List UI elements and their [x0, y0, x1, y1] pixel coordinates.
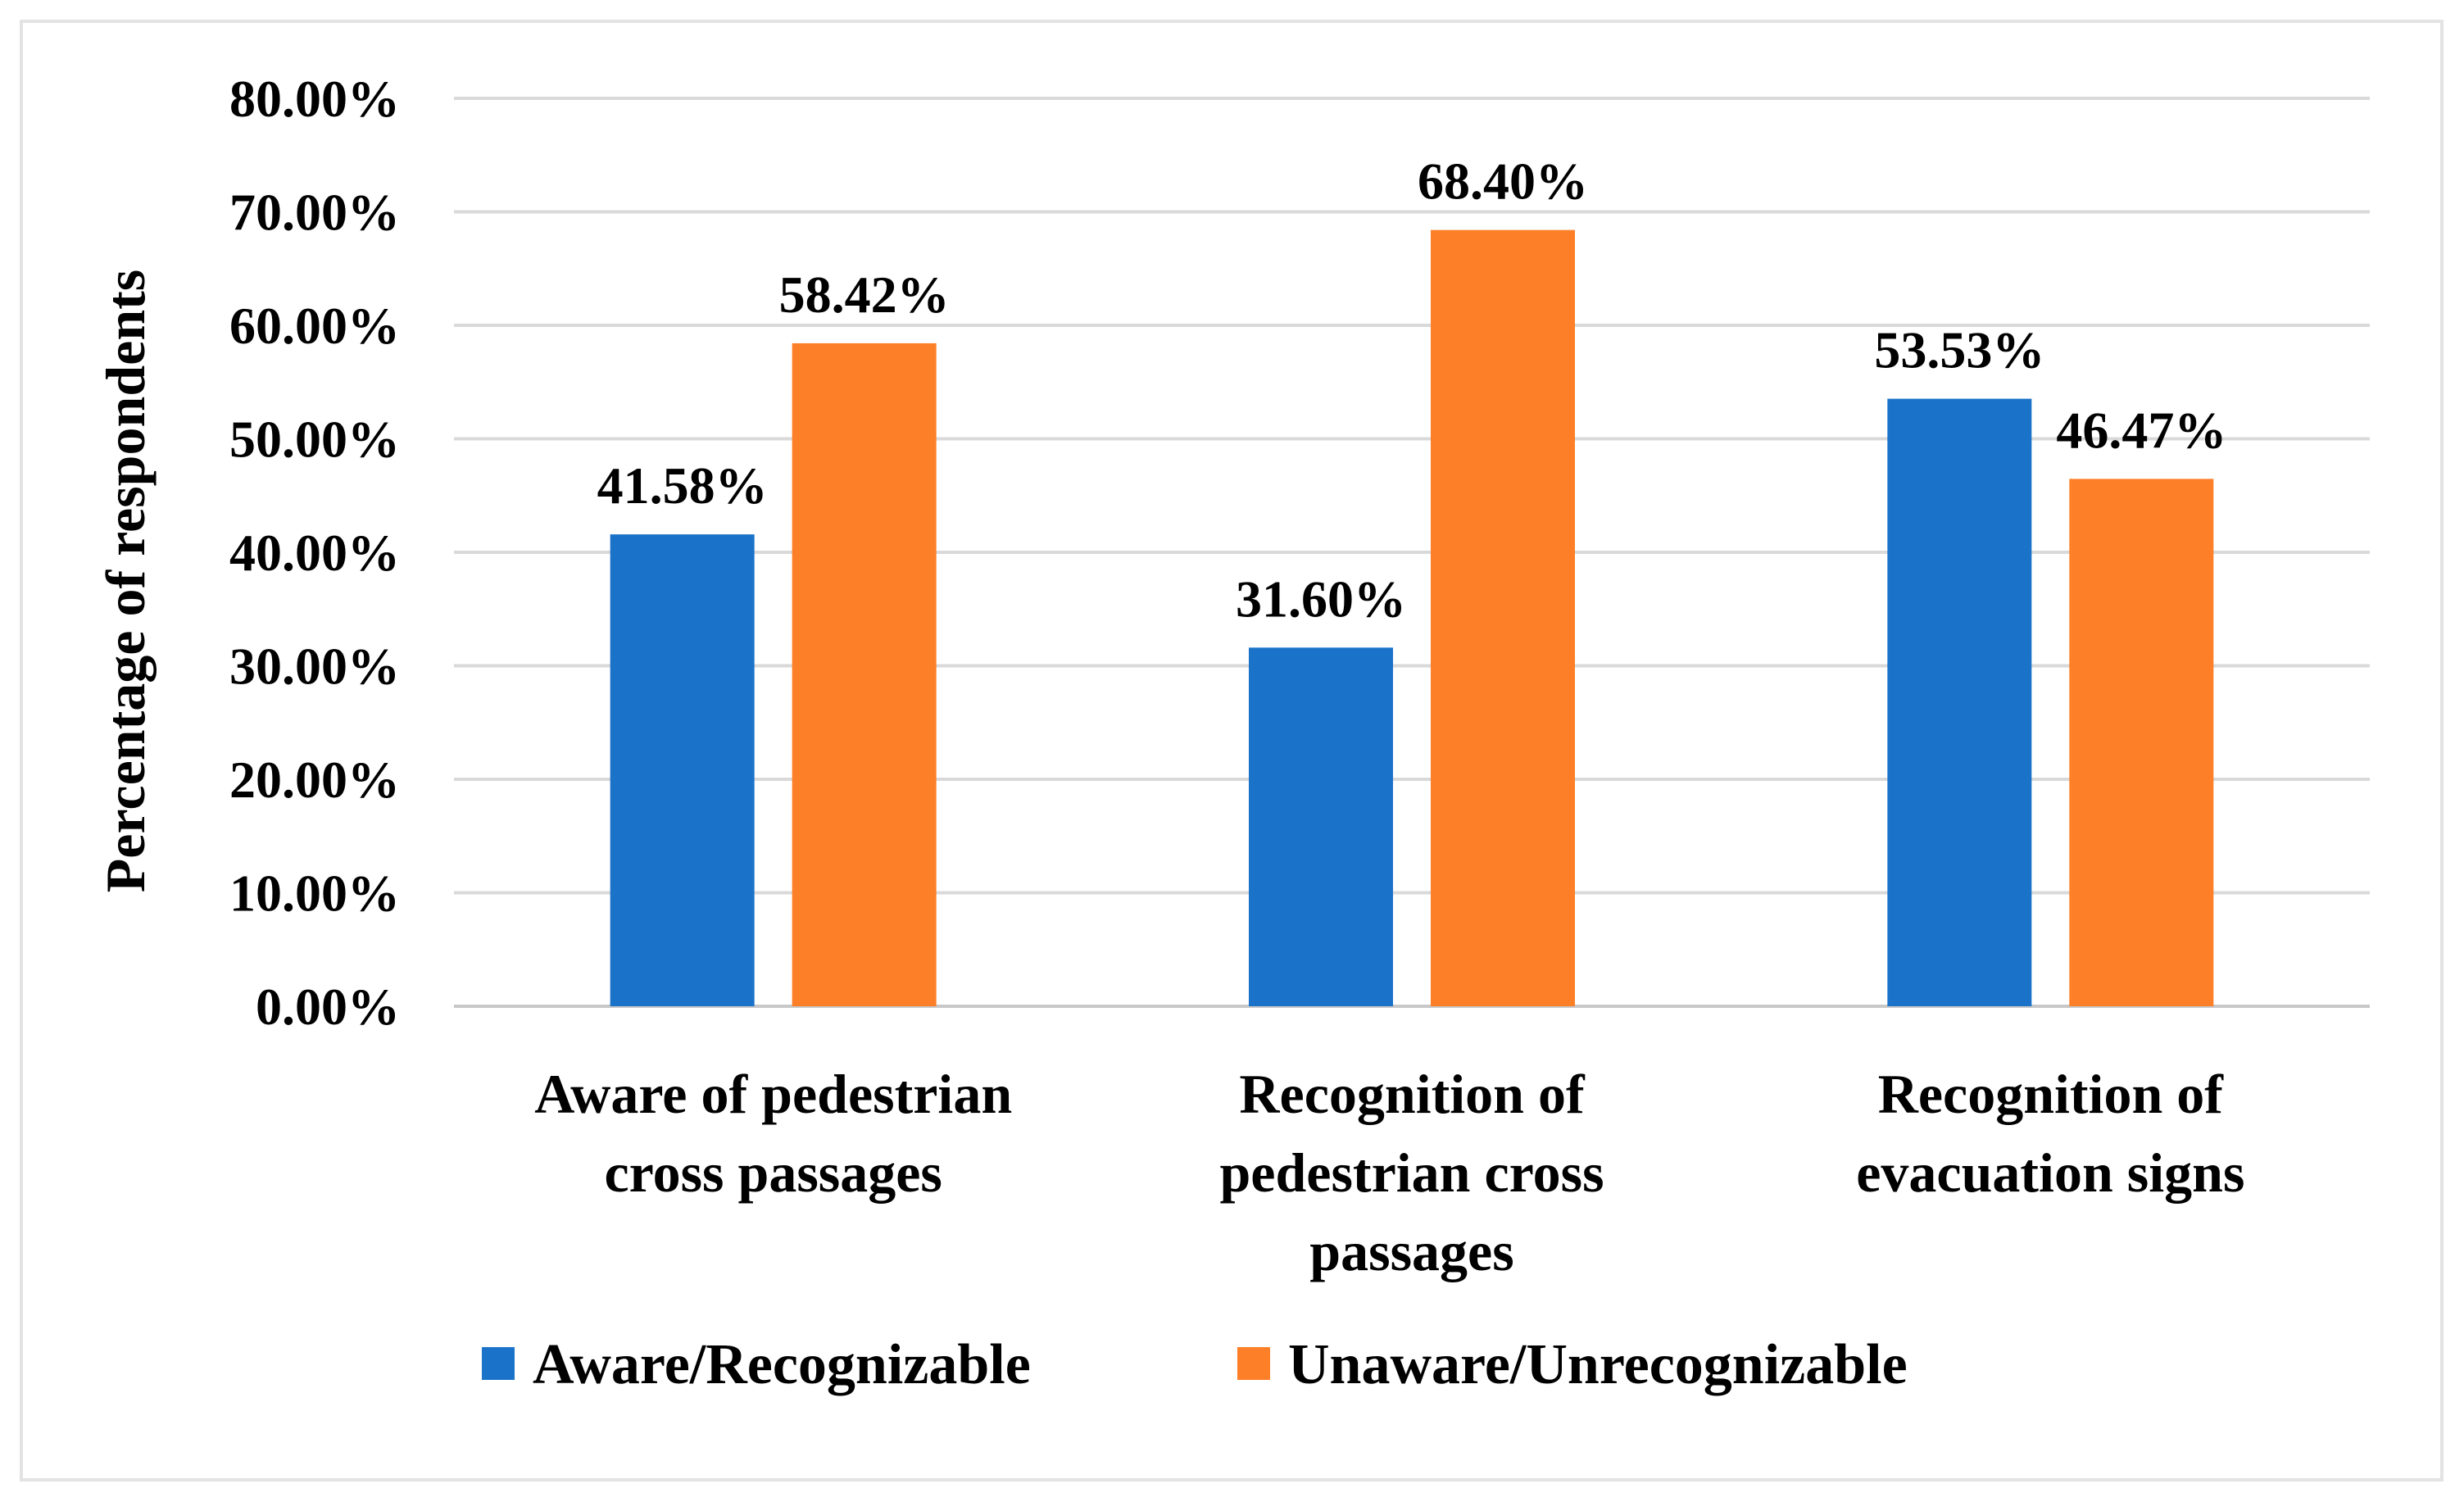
- legend-label: Unaware/Unrecognizable: [1288, 1333, 1908, 1396]
- y-tick-label: 0.00%: [256, 978, 400, 1036]
- legend-swatch: [1237, 1347, 1270, 1380]
- y-tick-label: 70.00%: [229, 184, 400, 242]
- y-tick-label: 30.00%: [229, 638, 400, 696]
- y-axis-ticks: 0.00% 10.00% 20.00% 30.00% 40.00% 50.00% 60.00…: [229, 70, 400, 1036]
- data-label: 31.60%: [1236, 569, 1406, 628]
- x-category-label: passages: [1309, 1220, 1513, 1282]
- bar: [610, 534, 755, 1006]
- y-tick-label: 80.00%: [229, 70, 400, 128]
- y-axis-title: Percentage of respondents: [94, 270, 157, 892]
- data-labels: 41.58% 31.60% 53.53% 58.42% 68.40% 46.47%: [597, 152, 2227, 628]
- data-label: 53.53%: [1874, 321, 2044, 379]
- data-label: 46.47%: [2056, 401, 2226, 459]
- y-tick-label: 60.00%: [229, 297, 400, 355]
- legend: Aware/Recognizable Unaware/Unrecognizable: [482, 1333, 1908, 1396]
- bar: [792, 343, 937, 1006]
- bar: [1431, 229, 1575, 1006]
- bar: [1887, 398, 2032, 1006]
- x-category-label: Recognition of: [1878, 1063, 2225, 1125]
- x-category-label: evacuation signs: [1856, 1141, 2244, 1204]
- chart-frame: 0.00% 10.00% 20.00% 30.00% 40.00% 50.00% 60.00…: [20, 20, 2444, 1482]
- y-tick-label: 10.00%: [229, 864, 400, 923]
- data-label: 58.42%: [779, 265, 950, 324]
- y-tick-label: 20.00%: [229, 751, 400, 809]
- bar: [2069, 479, 2214, 1006]
- x-category-label: cross passages: [604, 1141, 942, 1204]
- x-category-label: Recognition of: [1239, 1063, 1586, 1125]
- bar-chart: 0.00% 10.00% 20.00% 30.00% 40.00% 50.00% 60.00…: [94, 70, 2370, 1396]
- x-category-label: pedestrian cross: [1219, 1141, 1604, 1204]
- legend-swatch: [482, 1347, 515, 1380]
- bars: [610, 229, 2214, 1006]
- x-axis-categories: Aware of pedestrian cross passages Recogni…: [534, 1063, 2244, 1282]
- y-tick-label: 40.00%: [229, 524, 400, 582]
- x-category-label: Aware of pedestrian: [534, 1063, 1012, 1125]
- bar: [1249, 647, 1393, 1006]
- data-label: 41.58%: [597, 456, 768, 515]
- y-tick-label: 50.00%: [229, 411, 400, 469]
- legend-label: Aware/Recognizable: [533, 1333, 1031, 1396]
- data-label: 68.40%: [1418, 152, 1588, 211]
- gridlines: [454, 97, 2370, 1008]
